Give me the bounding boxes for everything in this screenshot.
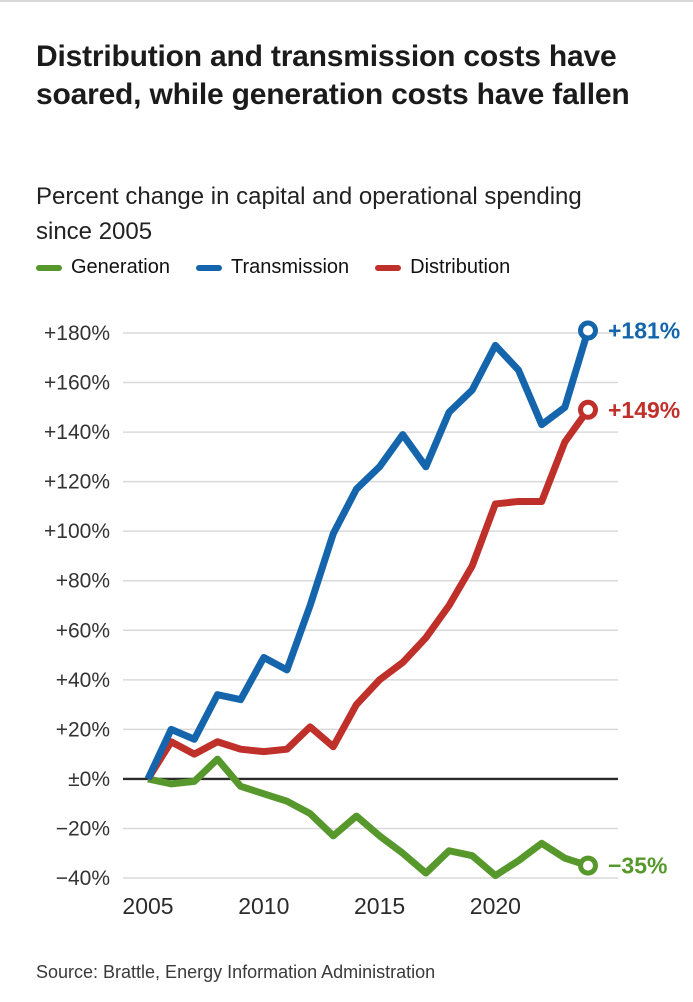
y-tick-label: +20% xyxy=(56,718,110,741)
x-tick-label: 2010 xyxy=(238,893,289,919)
y-tick-label: +120% xyxy=(44,471,110,494)
y-tick-label: +140% xyxy=(44,421,110,444)
legend-label: Distribution xyxy=(410,256,511,278)
legend-swatch-icon xyxy=(375,264,402,271)
end-value-label-transmission: +181% xyxy=(608,318,680,344)
x-tick-label: 2015 xyxy=(354,893,405,919)
y-tick-label: +80% xyxy=(56,570,110,593)
y-tick-label: +60% xyxy=(56,619,110,642)
y-tick-label: ±0% xyxy=(68,768,110,791)
chart-svg: +180% +160% +140% +120% +100% +80% +60% +40% +20… xyxy=(44,318,680,919)
legend-item-distribution: Distribution xyxy=(375,256,510,279)
endpoint-marker-transmission xyxy=(578,320,598,341)
chart-title: Distribution and transmission costs have… xyxy=(36,40,630,111)
chart-legend: Generation Transmission Distribution xyxy=(36,256,510,279)
y-tick-label: +40% xyxy=(56,669,110,692)
x-tick-label: 2020 xyxy=(470,893,521,919)
y-tick-label: −40% xyxy=(56,867,110,890)
y-tick-label: +180% xyxy=(44,322,110,345)
legend-item-generation: Generation xyxy=(36,256,170,279)
endpoint-marker-generation xyxy=(578,855,598,876)
legend-swatch-icon xyxy=(36,264,62,271)
legend-swatch-icon xyxy=(195,264,222,271)
series-line-distribution xyxy=(145,407,591,781)
legend-label: Transmission xyxy=(230,256,350,278)
legend-label: Generation xyxy=(71,256,170,278)
end-value-label-distribution: +149% xyxy=(608,397,680,423)
y-tick-label: +160% xyxy=(44,372,110,395)
endpoint-marker-distribution xyxy=(578,399,598,420)
chart-subtitle: Percent change in capital and operationa… xyxy=(36,183,582,245)
end-value-label-generation: −35% xyxy=(608,853,667,879)
source-note: Source: Brattle, Energy Information Admi… xyxy=(36,962,436,982)
series-line-transmission xyxy=(144,329,592,781)
y-tick-label: −20% xyxy=(56,817,110,840)
legend-item-transmission: Transmission xyxy=(195,256,350,279)
x-tick-label: 2005 xyxy=(122,893,173,919)
y-tick-label: +100% xyxy=(44,520,110,543)
series-line-generation xyxy=(147,755,590,880)
